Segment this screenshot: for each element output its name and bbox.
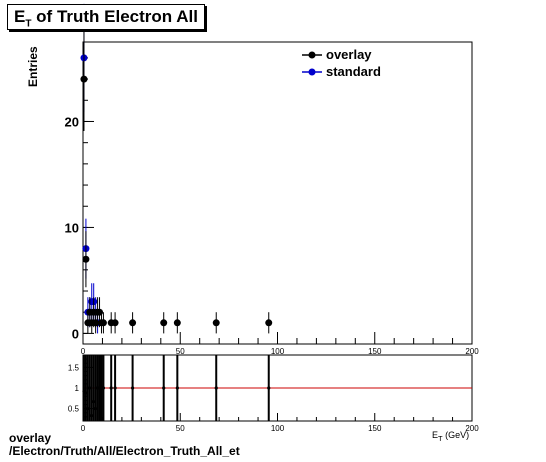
data-point-overlay: [129, 319, 137, 327]
main-frame: [82, 41, 473, 345]
legend-item-overlay: overlay: [302, 46, 381, 63]
ratio-point: [88, 386, 92, 390]
data-point-overlay: [82, 255, 90, 263]
data-point-overlay: [265, 319, 273, 327]
ratio-y-tick-label: 1: [75, 384, 80, 393]
ratio-y-tick-label: 0.5: [68, 405, 80, 414]
main-x-tick-label: 200: [465, 347, 479, 356]
ratio-x-tick-label: 0: [81, 424, 86, 433]
legend-marker-standard: [302, 68, 322, 75]
ratio-point: [113, 386, 117, 390]
main-y-tick-label: 20: [65, 114, 79, 129]
legend-label-standard: standard: [326, 64, 381, 79]
main-x-tick-label: 150: [368, 347, 382, 356]
footer-line-1: overlay: [9, 431, 52, 445]
y-axis-label: Entries: [26, 46, 40, 87]
data-point-overlay: [80, 75, 88, 83]
ratio-point: [109, 386, 113, 390]
main-plot-frame: 0 50 100 150 200 0 10 20: [65, 41, 479, 356]
legend-label-overlay: overlay: [326, 47, 372, 62]
ratio-point: [267, 386, 271, 390]
ratio-point: [94, 407, 98, 411]
ratio-point: [90, 414, 94, 418]
ratio-x-tick-label: 200: [465, 424, 479, 433]
main-x-tick-label: 0: [81, 347, 86, 356]
main-y-tick-label: 0: [72, 326, 79, 341]
main-plot-marks: [80, 3, 273, 334]
footer-line-2: /Electron/Truth/All/Electron_Truth_All_e…: [9, 444, 240, 458]
data-point-overlay: [111, 319, 119, 327]
footer-caption: overlay /Electron/Truth/All/Electron_Tru…: [9, 432, 240, 458]
legend: overlay standard: [302, 46, 381, 80]
main-y-tick-label: 10: [65, 220, 79, 235]
data-point-overlay: [160, 319, 168, 327]
ratio-x-tick-label: 100: [271, 424, 285, 433]
ratio-x-tick-label: 50: [176, 424, 185, 433]
ratio-point: [130, 386, 135, 390]
legend-marker-overlay: [302, 51, 322, 58]
ratio-point: [84, 391, 88, 395]
x-axis-label: ET (GeV): [432, 430, 470, 443]
legend-item-standard: standard: [302, 63, 381, 80]
ratio-plot-frame: 0 50 100 150 200 0.5 1 1.5: [68, 354, 479, 433]
data-point-overlay: [212, 319, 220, 327]
ratio-point: [92, 400, 96, 404]
data-point-overlay: [96, 308, 104, 316]
main-x-tick-label: 50: [176, 347, 185, 356]
main-x-tick-label: 100: [271, 347, 285, 356]
data-point-overlay: [99, 319, 107, 327]
ratio-y-tick-label: 1.5: [68, 363, 80, 372]
ratio-point: [101, 386, 106, 390]
ratio-x-tick-label: 150: [368, 424, 382, 433]
ratio-point: [175, 386, 179, 390]
ratio-point: [86, 407, 90, 411]
data-point-overlay: [173, 319, 181, 327]
ratio-plot-marks: [82, 355, 472, 421]
ratio-point: [214, 386, 218, 390]
ratio-point: [162, 386, 166, 390]
chart-title: ET of Truth Electron All: [7, 4, 205, 30]
